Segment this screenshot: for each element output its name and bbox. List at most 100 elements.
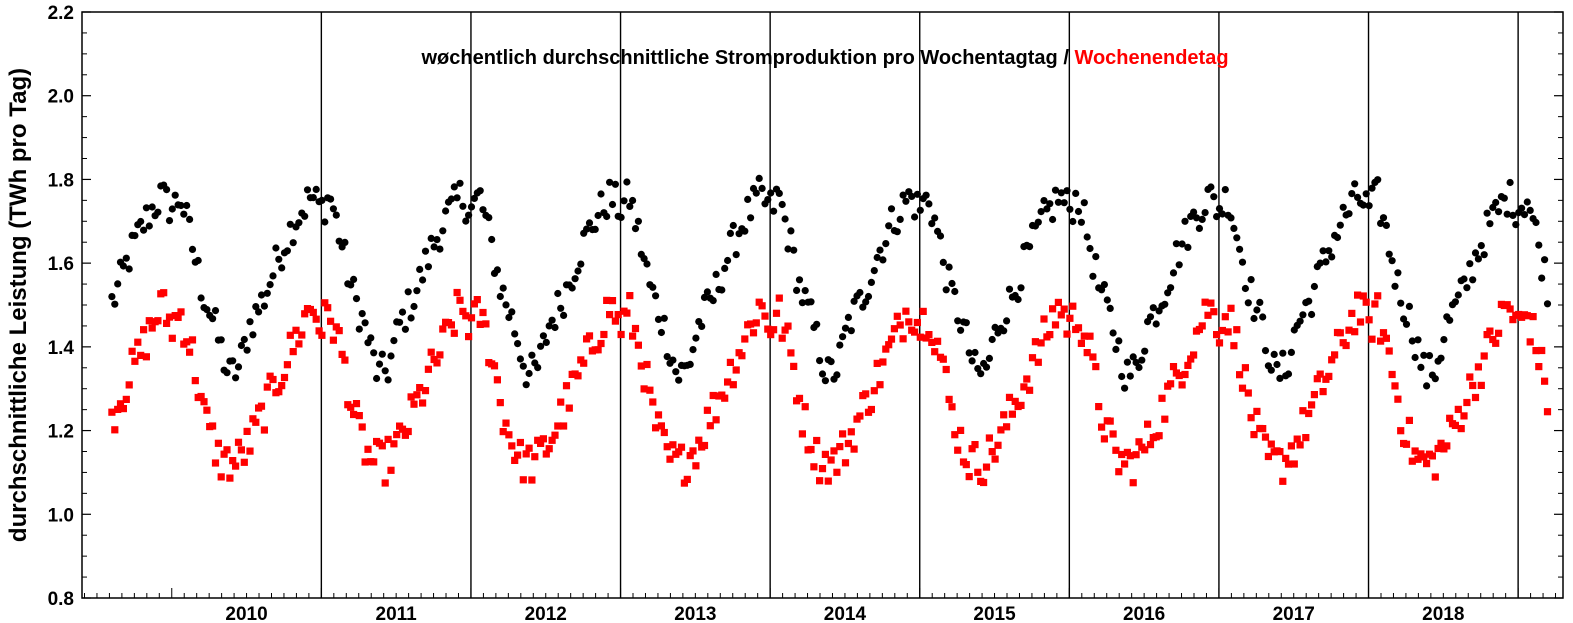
weekday-point (928, 220, 936, 228)
weekday-point (1167, 284, 1175, 292)
weekday-point (516, 355, 525, 363)
weekday-point (922, 191, 930, 199)
weekend-point (378, 442, 386, 450)
weekday-point (1526, 206, 1534, 214)
weekend-point (243, 427, 251, 435)
weekend-point (479, 308, 487, 317)
weekday-point (1431, 375, 1439, 383)
weekday-point (1469, 276, 1477, 284)
weekend-point (916, 333, 924, 341)
weekday-point (859, 303, 867, 311)
weekday-point (770, 207, 778, 215)
weekend-point (1388, 370, 1396, 379)
weekend-point (1523, 312, 1531, 320)
weekend-point (324, 304, 332, 312)
weekend-point (1264, 452, 1272, 461)
weekend-point (1336, 329, 1344, 337)
weekday-point (1074, 207, 1083, 216)
weekend-point (522, 450, 530, 458)
weekend-point (778, 334, 786, 342)
weekend-point (232, 462, 240, 470)
weekend-point (971, 441, 979, 449)
weekday-point (1141, 347, 1149, 355)
weekend-point (200, 398, 208, 406)
weekday-point (873, 253, 881, 262)
weekend-point (548, 436, 556, 444)
weekday-point (1083, 233, 1091, 241)
weekday-point (1543, 300, 1552, 308)
weekday-point (818, 370, 827, 378)
weekend-point (965, 473, 973, 481)
weekday-point (626, 202, 634, 210)
weekday-point (312, 185, 320, 193)
weekday-point (887, 205, 896, 213)
weekend-point (1543, 408, 1552, 416)
weekend-point (1224, 328, 1232, 336)
weekend-point (565, 404, 573, 412)
weekday-point (908, 192, 916, 200)
weekend-point (1489, 335, 1497, 344)
weekend-point (1190, 351, 1198, 359)
weekday-point (1538, 274, 1546, 282)
weekend-point (188, 336, 197, 344)
weekday-point (467, 203, 476, 211)
weekday-point (982, 363, 991, 371)
weekday-point (583, 225, 591, 233)
weekend-point (574, 372, 582, 380)
weekend-point (600, 330, 608, 339)
weekday-point (1057, 189, 1065, 197)
weekday-point (968, 357, 976, 365)
weekend-point (453, 288, 461, 297)
weekday-point (1348, 190, 1356, 198)
weekend-point (125, 381, 133, 389)
weekday-point (1261, 347, 1270, 355)
weekend-point (770, 326, 778, 334)
weekend-point (767, 331, 775, 339)
weekday-point (781, 215, 789, 223)
weekend-point (240, 458, 248, 466)
weekend-point (1207, 299, 1215, 307)
weekend-point (352, 400, 361, 408)
weekend-point (1100, 435, 1108, 443)
weekday-point (1483, 209, 1491, 217)
weekend-point (732, 366, 740, 374)
weekend-point (280, 373, 289, 382)
weekend-point (364, 445, 372, 453)
weekday-point (370, 349, 378, 357)
weekday-point (485, 214, 493, 222)
weekend-point (111, 426, 119, 434)
weekend-point (902, 307, 910, 315)
weekend-point (847, 428, 855, 436)
weekend-point (1287, 442, 1295, 450)
weekday-point (289, 239, 297, 247)
weekend-point (148, 324, 156, 332)
weekday-point (1446, 316, 1454, 324)
weekend-point (514, 451, 522, 459)
weekday-point (269, 272, 277, 280)
weekend-point (1098, 423, 1106, 431)
weekend-point (821, 450, 829, 458)
weekend-point (1253, 407, 1261, 415)
weekend-point (1408, 457, 1416, 465)
weekend-point (145, 317, 153, 325)
weekday-point (913, 190, 922, 198)
weekday-point (232, 374, 240, 382)
weekend-point (1063, 330, 1071, 338)
weekend-point (1112, 446, 1120, 454)
weekday-point (985, 354, 994, 362)
weekday-point (301, 212, 309, 220)
weekday-point (663, 353, 671, 361)
weekend-point (263, 383, 271, 391)
weekend-point (738, 352, 746, 360)
weekend-point (554, 422, 562, 430)
weekday-point (1250, 314, 1258, 323)
weekday-point (439, 227, 447, 235)
weekday-point (790, 246, 798, 254)
weekday-point (502, 301, 510, 309)
weekday-point (1195, 224, 1203, 232)
weekday-point (585, 219, 594, 227)
weekend-point (856, 412, 864, 420)
weekend-point (608, 297, 617, 305)
weekday-point (499, 284, 507, 292)
weekday-point (1123, 358, 1131, 366)
